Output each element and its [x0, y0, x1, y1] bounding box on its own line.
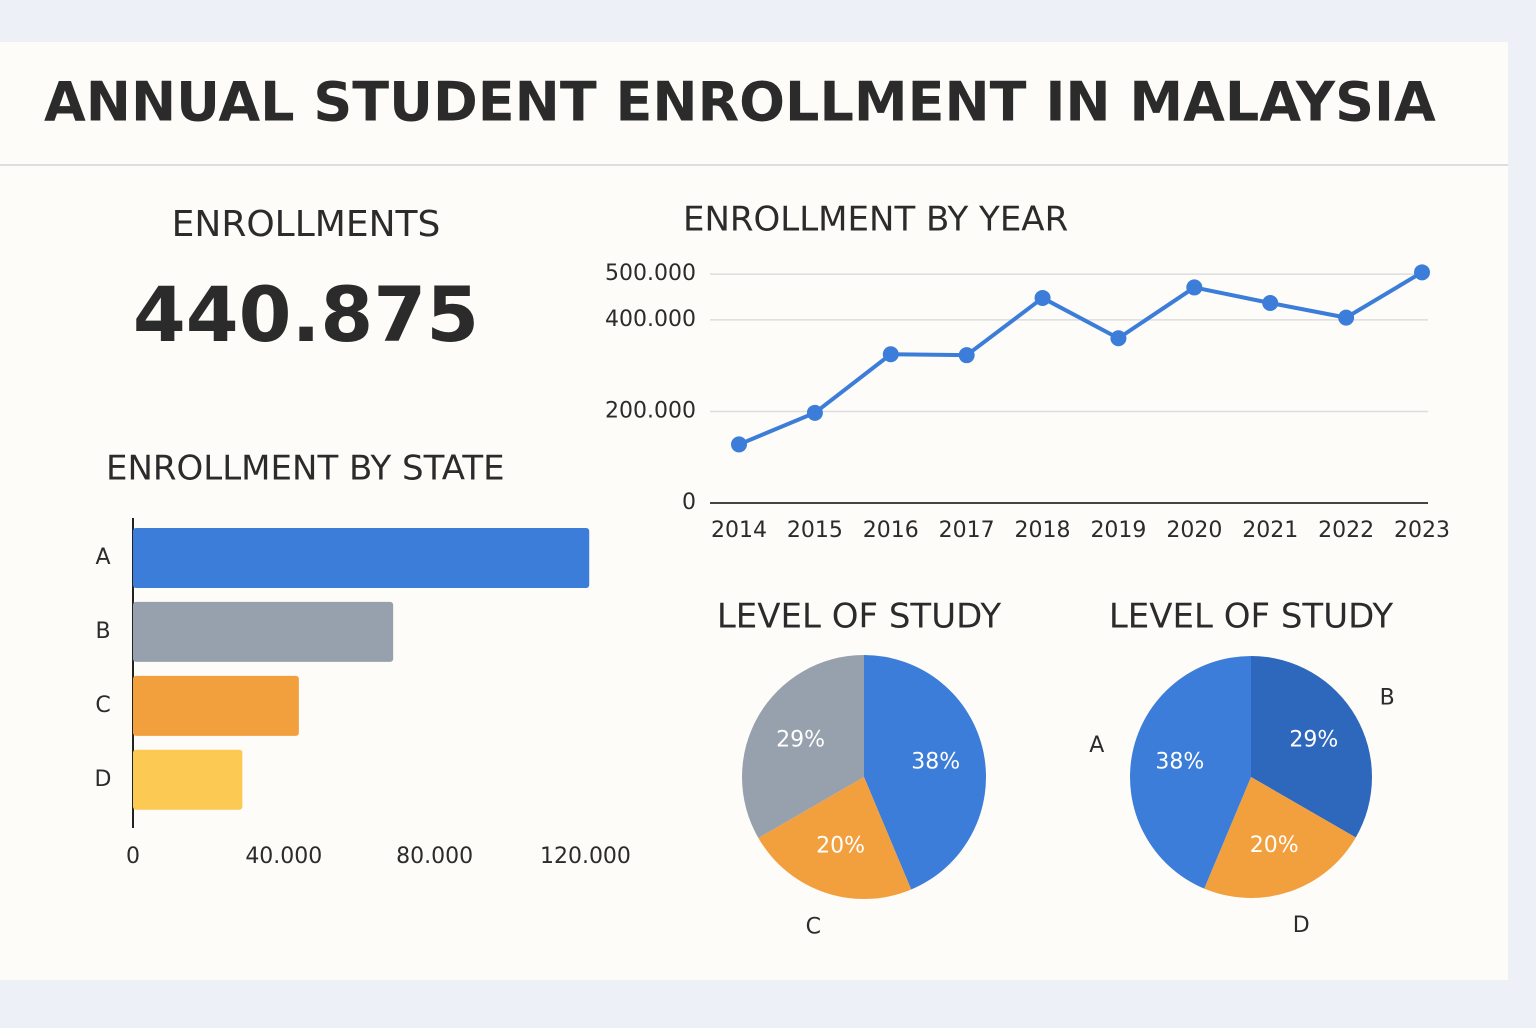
chart-title: LEVEL OF STUDY [717, 597, 1002, 637]
x-tick-label: 2015 [787, 518, 843, 543]
bar [133, 749, 243, 810]
category-label: B [1380, 685, 1395, 710]
x-tick-label: 2020 [1166, 518, 1222, 543]
category-label: A [1089, 733, 1104, 758]
bar [133, 528, 590, 588]
point [882, 346, 899, 363]
point [1414, 264, 1430, 281]
point [1110, 330, 1127, 347]
y-tick-label: B [95, 619, 110, 644]
x-tick-label: 2018 [1015, 518, 1071, 543]
x-tick-label: 2017 [939, 518, 995, 543]
value-label: 29% [1289, 728, 1338, 753]
category-label: C [806, 914, 821, 939]
y-tick-label: C [95, 693, 110, 718]
category-label: D [1293, 913, 1310, 938]
value-label: 38% [1155, 750, 1204, 775]
point [806, 404, 823, 421]
page-title: ANNUAL STUDENT ENROLLMENT IN MALAYSIA [44, 71, 1436, 134]
chart-title: LEVEL OF STUDY [1109, 597, 1394, 637]
line-series [738, 270, 1424, 447]
bar [133, 675, 299, 736]
point [731, 436, 747, 453]
x-tick-label: 120.000 [540, 844, 631, 869]
chart-title: ENROLLMENT BY YEAR [683, 200, 1068, 240]
y-tick-label: A [95, 545, 110, 570]
value-label: 38% [911, 750, 960, 775]
x-tick-label: 2014 [711, 518, 767, 543]
y-tick-label: 400.000 [605, 307, 696, 332]
pie-slice [758, 777, 912, 899]
pie-slice [1204, 777, 1356, 898]
y-tick-label: D [95, 767, 112, 792]
pie-slice [742, 655, 864, 838]
y-tick-label: 200.000 [605, 398, 696, 423]
y-tick-label: 0 [682, 490, 696, 515]
x-tick-label: 2016 [863, 518, 919, 543]
x-tick-label: 80.000 [396, 844, 473, 869]
point [1262, 294, 1279, 311]
point [1034, 289, 1051, 306]
point [1186, 279, 1203, 296]
kpi-label: ENROLLMENTS [172, 204, 441, 245]
point [958, 347, 975, 364]
pie-slice [1251, 656, 1372, 838]
y-tick-label: 500.000 [605, 261, 696, 286]
x-tick-label: 40.000 [245, 844, 322, 869]
value-label: 29% [776, 727, 825, 752]
x-tick-label: 2023 [1394, 518, 1450, 543]
x-tick-label: 0 [126, 844, 140, 869]
point [1338, 309, 1355, 326]
kpi-value: 440.875 [133, 270, 479, 359]
pie-slice [1129, 656, 1251, 889]
x-tick-label: 2021 [1242, 518, 1298, 543]
value-label: 20% [1250, 833, 1299, 858]
chart-title: ENROLLMENT BY STATE [106, 449, 505, 489]
pie-slice [864, 655, 986, 890]
x-tick-label: 2022 [1318, 518, 1374, 543]
value-label: 20% [816, 833, 865, 858]
bar [133, 601, 394, 662]
x-tick-label: 2019 [1090, 518, 1146, 543]
